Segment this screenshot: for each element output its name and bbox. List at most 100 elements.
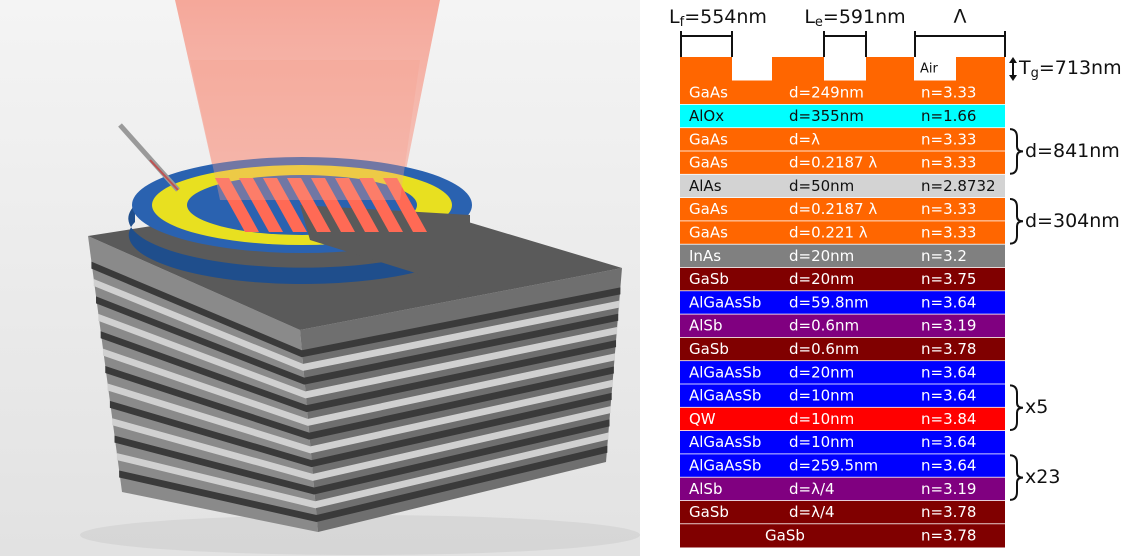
layer-index: n=3.19: [921, 480, 976, 498]
layer-thickness: d=20nm: [789, 270, 854, 288]
layer: [680, 500, 1005, 524]
probe-tip: [149, 159, 179, 191]
layer-index: n=3.19: [921, 317, 976, 335]
layer-index: n=1.66: [921, 107, 976, 125]
layer-material: GaAs: [689, 200, 728, 218]
layer-index: n=3.75: [921, 270, 976, 288]
stripe: [119, 445, 608, 523]
ridge: [359, 178, 403, 232]
ridge: [335, 178, 379, 232]
layer-index: n=2.8732: [921, 177, 996, 195]
layer-thickness: d=249nm: [789, 84, 864, 102]
layer-thickness: d=λ/4: [789, 503, 835, 521]
layer-index: n=3.64: [921, 387, 976, 405]
layer-index: n=3.64: [921, 456, 976, 474]
brace-label: d=841nm: [1025, 140, 1120, 162]
layer-thickness: d=0.2187 λ: [789, 200, 877, 218]
layer-material: AlSb: [689, 317, 722, 335]
layer-thickness: d=λ: [789, 130, 820, 148]
stripe: [105, 366, 614, 440]
stripe: [100, 331, 617, 413]
layer: [680, 104, 1005, 128]
layer-thickness: d=355nm: [789, 107, 864, 125]
arrow-head: [1009, 57, 1017, 63]
layer: [680, 431, 1005, 454]
layer-material: InAs: [689, 247, 721, 265]
layer-thickness: d=20nm: [789, 363, 854, 381]
air-groove: [824, 56, 866, 81]
layer-thickness: d=0.2187 λ: [789, 154, 877, 172]
grating-ridges: [215, 178, 427, 232]
layer-material: AlAs: [689, 177, 722, 195]
layer-thickness: d=10nm: [789, 410, 854, 428]
ridge: [215, 178, 259, 232]
layer-material: AlGaAsSb: [689, 363, 761, 381]
layer: [680, 221, 1005, 244]
substrate: [680, 524, 1005, 548]
layer-material: AlSb: [689, 480, 722, 498]
layer: [680, 407, 1005, 431]
layer: [680, 291, 1005, 314]
label-text: =713nm: [1039, 57, 1122, 79]
brace: [1009, 454, 1024, 501]
label-subscript: e: [815, 15, 823, 30]
layer: [680, 128, 1005, 151]
layer: [680, 174, 1005, 198]
air-groove: [732, 56, 772, 81]
stripe: [112, 406, 611, 481]
air-label: Air: [920, 62, 939, 77]
stripe: [93, 279, 620, 371]
layer-material: GaSb: [689, 503, 729, 521]
layer-thickness: d=59.8nm: [789, 293, 869, 311]
stripe: [98, 313, 618, 399]
layer: [680, 384, 1005, 407]
label-text: =554nm: [684, 6, 767, 28]
layer-index: n=3.64: [921, 293, 976, 311]
block-stripes: [91, 261, 621, 523]
label-symbol: L: [804, 6, 815, 28]
label-subscript: g: [1031, 66, 1039, 81]
layer-thickness: d=0.6nm: [789, 340, 859, 358]
layer-thickness: d=50nm: [789, 177, 854, 195]
label-symbol: T: [1018, 57, 1031, 79]
layer-material: GaAs: [689, 223, 728, 241]
stripe: [102, 348, 615, 426]
layer-material: GaAs: [689, 154, 728, 172]
layer-material: QW: [689, 410, 716, 428]
layer-index: n=3.84: [921, 410, 976, 428]
laser-beam: [175, 0, 440, 200]
layer-index: n=3.64: [921, 433, 976, 451]
layer-index: n=3.78: [921, 340, 976, 358]
ridge: [239, 178, 283, 232]
layer: [680, 244, 1005, 268]
brace: [1009, 384, 1024, 431]
substrate-index: n=3.78: [921, 526, 976, 544]
layer-material: GaSb: [689, 270, 729, 288]
brace: [1009, 198, 1024, 245]
layer: [680, 267, 1005, 291]
dimension-label: Tg=713nm: [1018, 57, 1122, 81]
layer-material: AlGaAsSb: [689, 433, 761, 451]
layer: [680, 151, 1005, 174]
layer-index: n=3.2: [921, 247, 967, 265]
layer-index: n=3.33: [921, 154, 976, 172]
brace: [1009, 128, 1024, 175]
layer-thickness: d=10nm: [789, 433, 854, 451]
layer: [680, 337, 1005, 361]
layer-index: n=3.78: [921, 503, 976, 521]
layer-material: AlGaAsSb: [689, 387, 761, 405]
stripe: [116, 432, 609, 509]
ridge: [263, 178, 307, 232]
layer-index: n=3.33: [921, 223, 976, 241]
brace-label: d=304nm: [1025, 210, 1120, 232]
stripe: [109, 392, 612, 468]
layer-material: GaSb: [689, 340, 729, 358]
layer-material: GaAs: [689, 130, 728, 148]
layer-thickness: d=20nm: [789, 247, 854, 265]
layer: [680, 198, 1005, 221]
layer-thickness: d=10nm: [789, 387, 854, 405]
period-label: Λ: [954, 6, 967, 28]
layer-index: n=3.64: [921, 363, 976, 381]
